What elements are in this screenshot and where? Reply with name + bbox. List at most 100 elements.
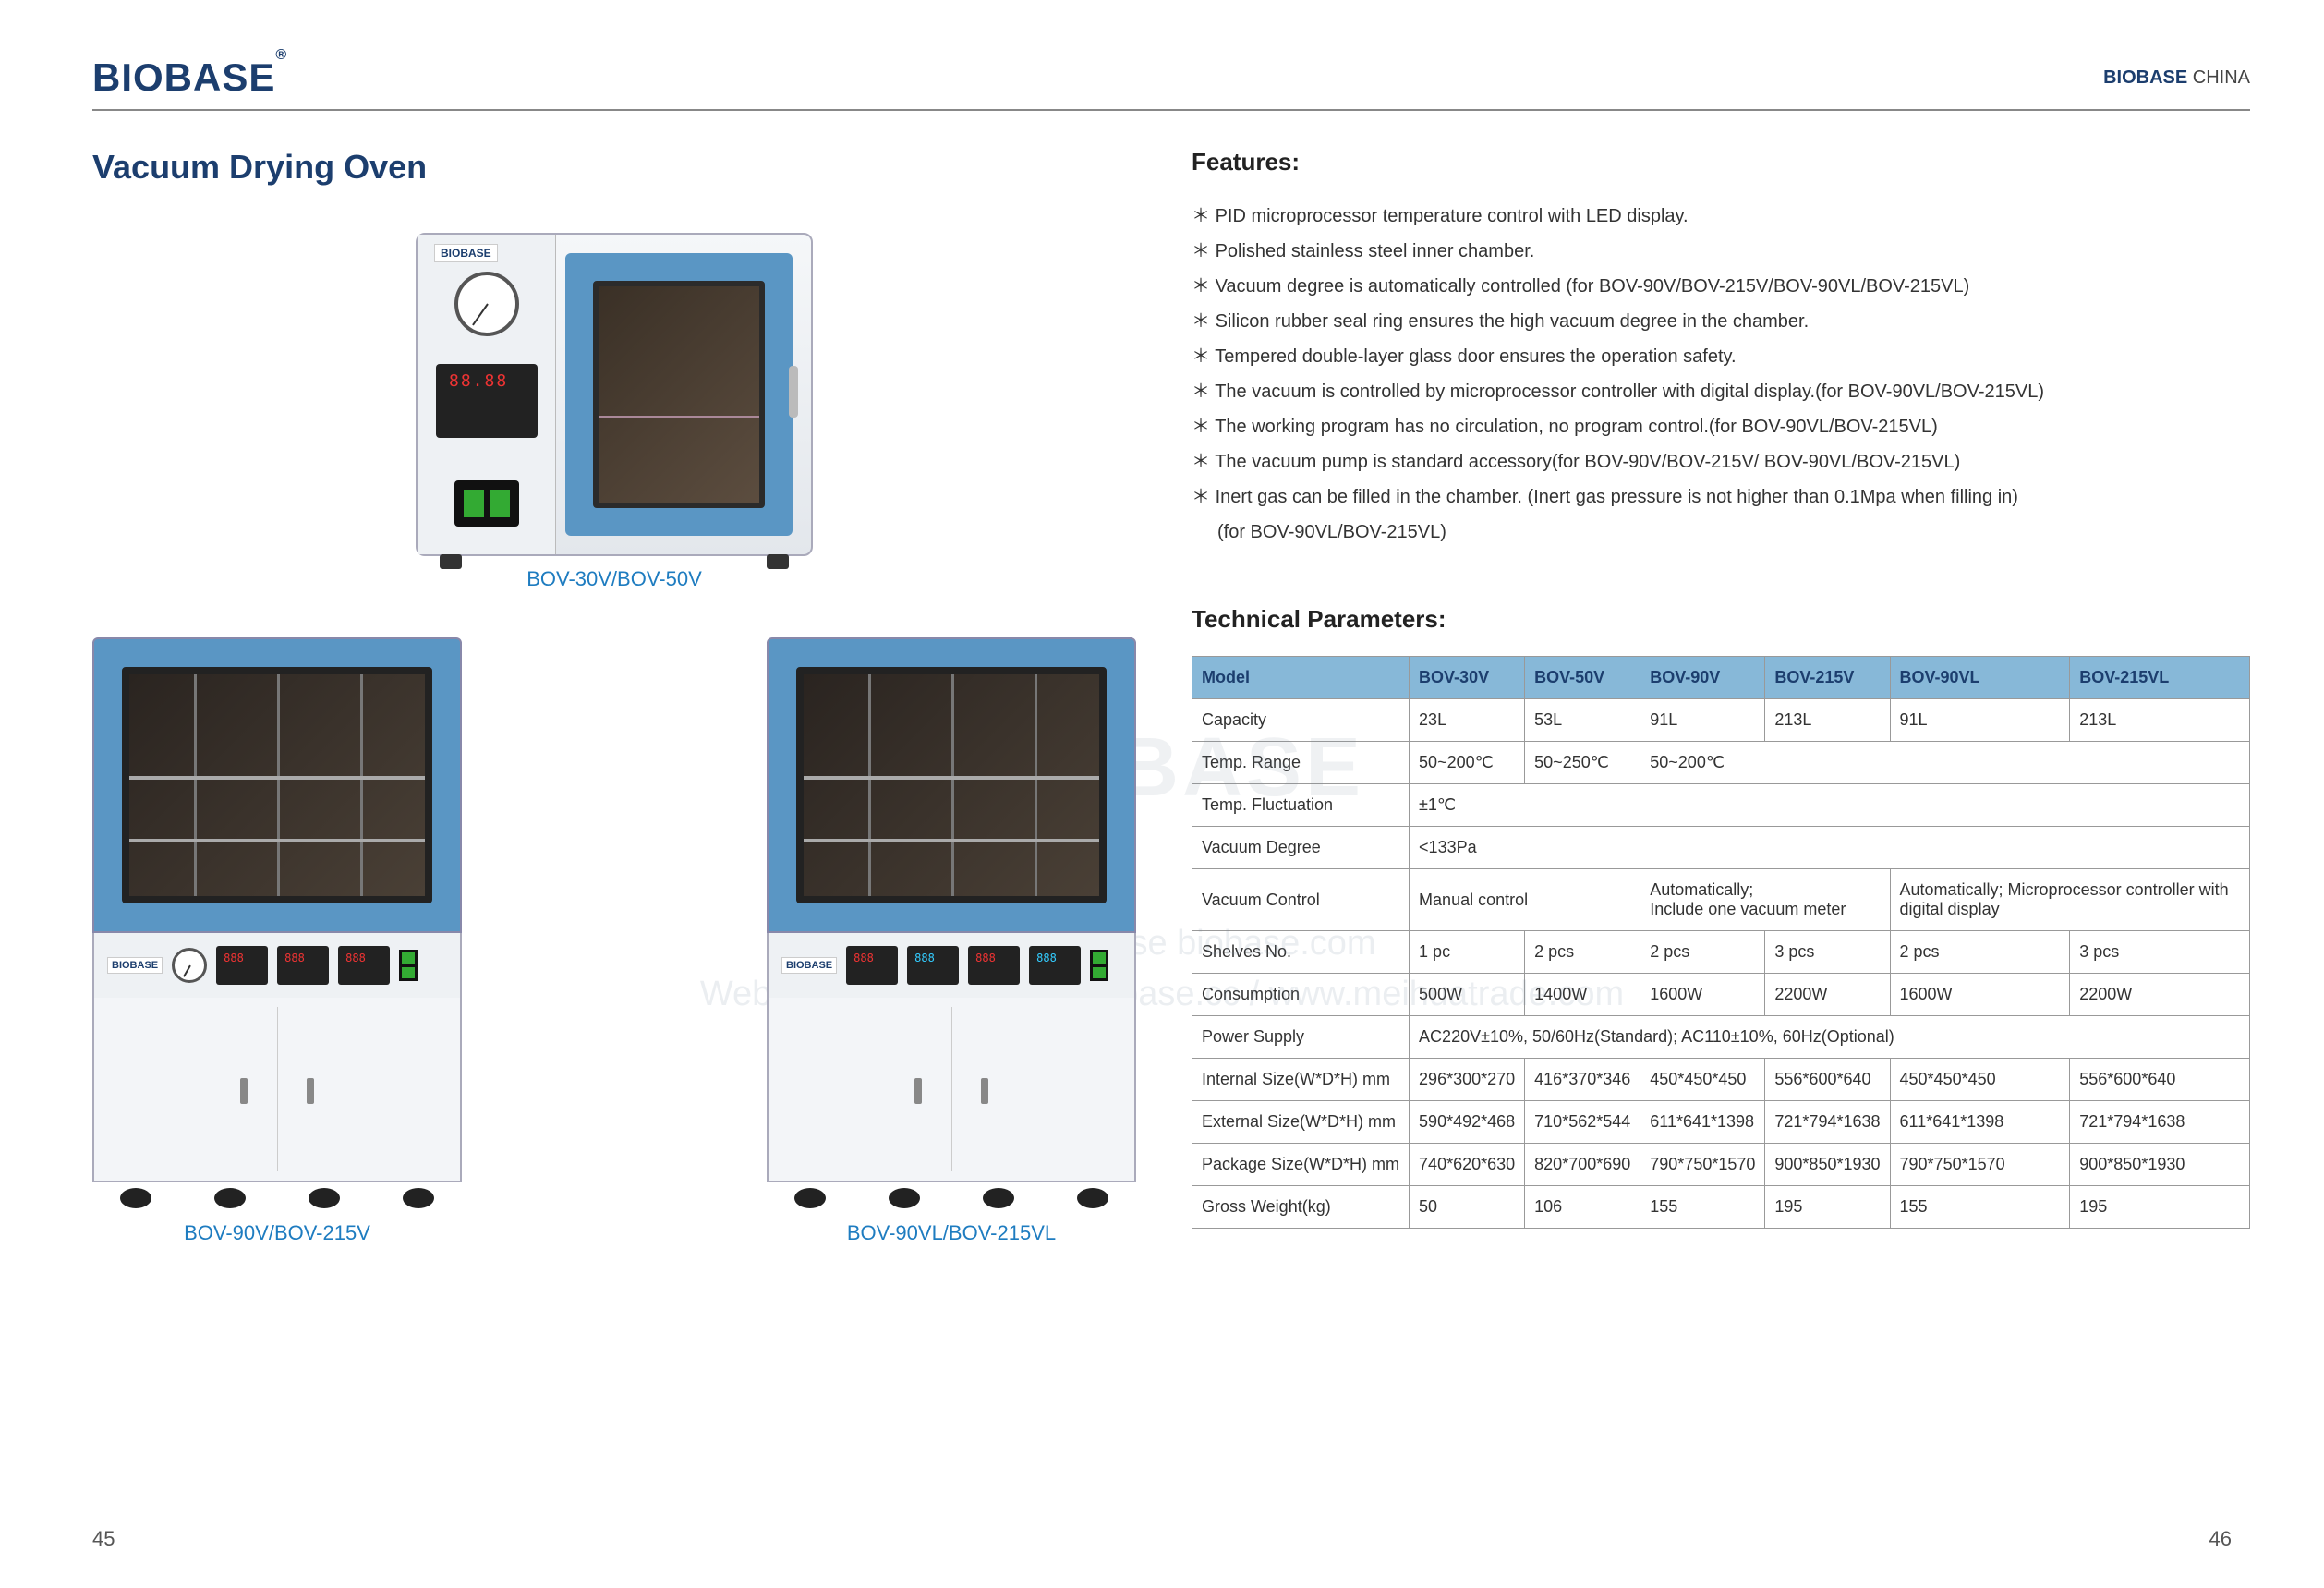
page-title: Vacuum Drying Oven [92, 148, 1136, 187]
td: 2200W [2070, 974, 2250, 1016]
table-row: Gross Weight(kg) 50 106 155 195 155 195 [1192, 1186, 2250, 1229]
td: 556*600*640 [2070, 1059, 2250, 1101]
td-label: Temp. Fluctuation [1192, 784, 1410, 827]
td: 611*641*1398 [1890, 1101, 2070, 1144]
td: 106 [1525, 1186, 1640, 1229]
table-row: Internal Size(W*D*H) mm 296*300*270 416*… [1192, 1059, 2250, 1101]
table-row: Capacity 23L 53L 91L 213L 91L 213L [1192, 699, 2250, 742]
th: BOV-215VL [2070, 657, 2250, 699]
feature-item: The vacuum is controlled by microprocess… [1192, 374, 2250, 409]
product-image-2: BIOBASE BOV-90V/BOV-215V [92, 637, 462, 1245]
page-header: BIOBASE® BIOBASE CHINA [92, 55, 2250, 111]
product-image-row: BIOBASE BOV-90V/BOV-215V [92, 637, 1136, 1245]
td-label: Package Size(W*D*H) mm [1192, 1144, 1410, 1186]
th: BOV-30V [1410, 657, 1525, 699]
td: 1600W [1640, 974, 1765, 1016]
td: 450*450*450 [1890, 1059, 2070, 1101]
td: 2 pcs [1525, 931, 1640, 974]
td-label: Capacity [1192, 699, 1410, 742]
td: 213L [2070, 699, 2250, 742]
brand-right-plain: CHINA [2187, 67, 2250, 88]
th: BOV-90VL [1890, 657, 2070, 699]
td: 155 [1890, 1186, 2070, 1229]
td: 195 [2070, 1186, 2250, 1229]
td: 50~200℃ [1410, 742, 1525, 784]
right-column: Features: PID microprocessor temperature… [1192, 148, 2250, 1245]
td-label: Internal Size(W*D*H) mm [1192, 1059, 1410, 1101]
td-label: Temp. Range [1192, 742, 1410, 784]
left-column: Vacuum Drying Oven BIOBASE [92, 148, 1136, 1245]
table-row: Package Size(W*D*H) mm 740*620*630 820*7… [1192, 1144, 2250, 1186]
td-label: Vacuum Control [1192, 869, 1410, 931]
td: 900*850*1930 [2070, 1144, 2250, 1186]
td: 50 [1410, 1186, 1525, 1229]
product-image-1: BIOBASE BOV-30V/BOV-50V [92, 233, 1136, 591]
brand-right: BIOBASE CHINA [2103, 67, 2250, 89]
td: 296*300*270 [1410, 1059, 1525, 1101]
table-row: Power Supply AC220V±10%, 50/60Hz(Standar… [1192, 1016, 2250, 1059]
td: 500W [1410, 974, 1525, 1016]
table-row: External Size(W*D*H) mm 590*492*468 710*… [1192, 1101, 2250, 1144]
feature-item: PID microprocessor temperature control w… [1192, 199, 2250, 234]
td: 900*850*1930 [1765, 1144, 1890, 1186]
td: 790*750*1570 [1890, 1144, 2070, 1186]
td: Automatically; Microprocessor controller… [1890, 869, 2249, 931]
catalog-spread: BIOBASE® BIOBASE CHINA BIOBASE port@biob… [0, 0, 2324, 1588]
th: BOV-215V [1765, 657, 1890, 699]
feature-item: Vacuum degree is automatically controlle… [1192, 269, 2250, 304]
td: 1 pc [1410, 931, 1525, 974]
td-label: Consumption [1192, 974, 1410, 1016]
td: 91L [1890, 699, 2070, 742]
td: 2 pcs [1640, 931, 1765, 974]
caption-2: BOV-90V/BOV-215V [92, 1221, 462, 1245]
td: 820*700*690 [1525, 1144, 1640, 1186]
logo-reg: ® [275, 47, 287, 63]
td: 23L [1410, 699, 1525, 742]
table-row: Temp. Range 50~200℃ 50~250℃ 50~200℃ [1192, 742, 2250, 784]
caption-1: BOV-30V/BOV-50V [527, 567, 702, 591]
td: 450*450*450 [1640, 1059, 1765, 1101]
table-row: Vacuum Degree <133Pa [1192, 827, 2250, 869]
td: 416*370*346 [1525, 1059, 1640, 1101]
td-label: Power Supply [1192, 1016, 1410, 1059]
td: Manual control [1410, 869, 1640, 931]
th-model: Model [1192, 657, 1410, 699]
td: 2200W [1765, 974, 1890, 1016]
feature-item: The working program has no circulation, … [1192, 409, 2250, 444]
td: 721*794*1638 [1765, 1101, 1890, 1144]
td: AC220V±10%, 50/60Hz(Standard); AC110±10%… [1410, 1016, 2250, 1059]
table-row: Shelves No. 1 pc 2 pcs 2 pcs 3 pcs 2 pcs… [1192, 931, 2250, 974]
feature-item: Silicon rubber seal ring ensures the hig… [1192, 304, 2250, 339]
td: 2 pcs [1890, 931, 2070, 974]
features-list: PID microprocessor temperature control w… [1192, 199, 2250, 550]
product-image-3: BIOBASE BOV-90VL/BOV-215VL [767, 637, 1136, 1245]
feature-item: Polished stainless steel inner chamber. [1192, 234, 2250, 269]
td: <133Pa [1410, 827, 2250, 869]
th: BOV-90V [1640, 657, 1765, 699]
td: 50~200℃ [1640, 742, 2250, 784]
td-label: Gross Weight(kg) [1192, 1186, 1410, 1229]
table-header-row: Model BOV-30V BOV-50V BOV-90V BOV-215V B… [1192, 657, 2250, 699]
technical-parameters: Technical Parameters: Model BOV-30V BOV-… [1192, 605, 2250, 1229]
table-row: Consumption 500W 1400W 1600W 2200W 1600W… [1192, 974, 2250, 1016]
tech-heading: Technical Parameters: [1192, 605, 2250, 634]
page-number-left: 45 [92, 1527, 115, 1551]
td: 50~250℃ [1525, 742, 1640, 784]
td: 3 pcs [2070, 931, 2250, 974]
parameters-table: Model BOV-30V BOV-50V BOV-90V BOV-215V B… [1192, 656, 2250, 1229]
td: 721*794*1638 [2070, 1101, 2250, 1144]
td: 556*600*640 [1765, 1059, 1890, 1101]
td: 790*750*1570 [1640, 1144, 1765, 1186]
th: BOV-50V [1525, 657, 1640, 699]
td: 155 [1640, 1186, 1765, 1229]
td: 1400W [1525, 974, 1640, 1016]
td: 213L [1765, 699, 1890, 742]
table-row: Temp. Fluctuation ±1℃ [1192, 784, 2250, 827]
td: 195 [1765, 1186, 1890, 1229]
logo-text: BIOBASE [92, 55, 275, 99]
td: 91L [1640, 699, 1765, 742]
table-row: Vacuum Control Manual control Automatica… [1192, 869, 2250, 931]
td: ±1℃ [1410, 784, 2250, 827]
td: Automatically; Include one vacuum meter [1640, 869, 1890, 931]
feature-item: Inert gas can be filled in the chamber. … [1192, 479, 2250, 515]
